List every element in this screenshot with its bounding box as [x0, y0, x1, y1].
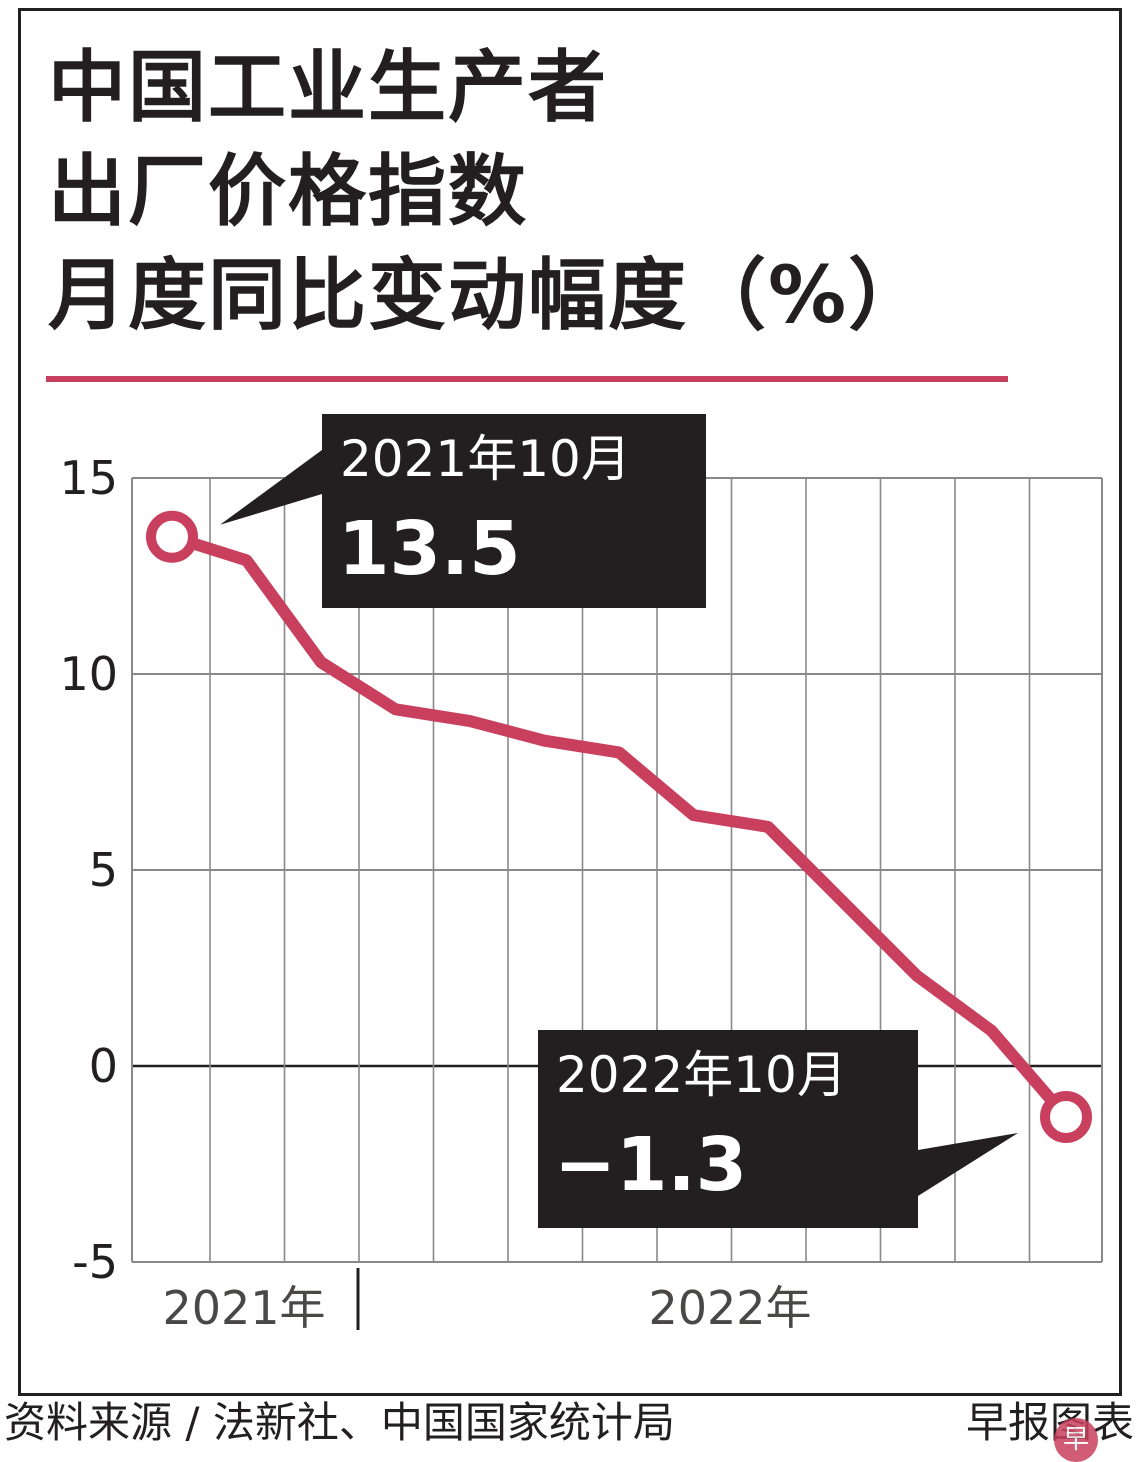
data-point-12 [1040, 1090, 1092, 1143]
source-note: 资料来源 / 法新社、中国国家统计局 [4, 1398, 675, 1447]
x-year-label-2021: 2021年 [162, 1281, 325, 1335]
graphic-credit: 早报图表 [965, 1398, 1134, 1447]
y-tick-label-1: 10 [59, 647, 118, 701]
year-axis: 2021年 2022年 [162, 1268, 812, 1335]
y-tick-label-4: -5 [72, 1235, 118, 1289]
data-point-1 [245, 559, 248, 562]
data-point-2 [320, 661, 322, 664]
data-point-9 [841, 900, 844, 903]
title-line-3: 月度同比变动幅度（%） [48, 251, 929, 341]
line-chart: 2021年 2022年 15 10 5 0 -5 2021年10月 13.5 2022年10月… [59, 414, 1103, 1335]
data-point-4 [469, 720, 471, 723]
title-line-1: 中国工业生产者 [48, 43, 609, 133]
data-point-5 [543, 739, 546, 742]
footer: 资料来源 / 法新社、中国国家统计局 早报图表 [0, 1398, 1140, 1447]
callout-start-tail [220, 450, 322, 525]
chart-frame [18, 8, 1122, 1396]
callout-end-value: −1.3 [554, 1122, 747, 1208]
callout-end-box [538, 1030, 918, 1228]
ppi-series-line [166, 530, 1072, 1123]
data-point-10 [916, 974, 918, 977]
chart-title: 中国工业生产者 出厂价格指数 月度同比变动幅度（%） [48, 36, 928, 348]
zaobao-logo-icon: 早 [1054, 1418, 1098, 1462]
callout-end-tail [918, 1132, 1018, 1196]
data-point-0 [146, 510, 198, 563]
callout-start-box [322, 414, 706, 608]
y-tick-label-3: 0 [89, 1039, 118, 1093]
data-point-6 [618, 751, 620, 754]
x-year-label-2022: 2022年 [648, 1281, 811, 1335]
data-point-11 [990, 1029, 993, 1032]
y-axis-ticks: 15 10 5 0 -5 [59, 451, 118, 1289]
title-underline [46, 376, 1008, 382]
callout-layer: 2021年10月 13.5 2022年10月 −1.3 [220, 414, 1018, 1228]
y-tick-label-0: 15 [59, 451, 118, 505]
callout-start-date: 2021年10月 [340, 430, 631, 488]
callout-end-date: 2022年10月 [556, 1046, 847, 1104]
data-point-8 [767, 825, 769, 828]
series-layer [146, 510, 1092, 1143]
title-line-2: 出厂价格指数 [48, 147, 529, 237]
data-point-7 [692, 814, 695, 817]
callout-start-value: 13.5 [338, 506, 521, 592]
data-point-3 [394, 708, 397, 711]
y-tick-label-2: 5 [89, 843, 118, 897]
